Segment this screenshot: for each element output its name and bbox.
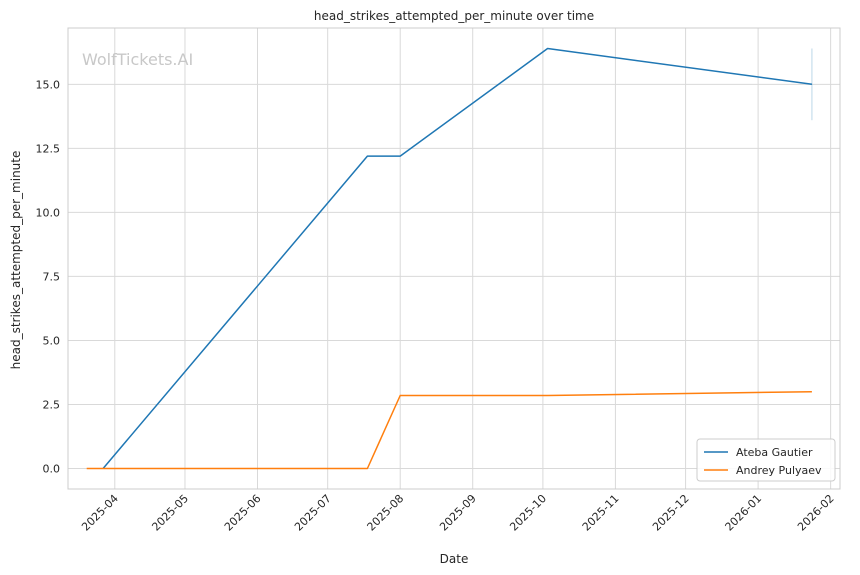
watermark: WolfTickets.AI	[82, 50, 193, 69]
y-tick-label: 7.5	[43, 270, 61, 283]
y-tick-label: 10.0	[36, 206, 61, 219]
y-tick-label: 5.0	[43, 334, 61, 347]
series-line-ateba-gautier	[102, 47, 813, 469]
series-group	[86, 47, 813, 470]
y-tick-label: 15.0	[36, 78, 61, 91]
y-axis-label: head_strikes_attempted_per_minute	[9, 151, 23, 370]
chart-title: head_strikes_attempted_per_minute over t…	[314, 9, 594, 23]
series-line-andrey-pulyaev	[86, 390, 812, 470]
x-axis-label: Date	[440, 552, 469, 566]
plot-frame	[67, 27, 841, 490]
legend-label-ateba-gautier: Ateba Gautier	[736, 446, 813, 459]
y-tick-label: 0.0	[43, 463, 61, 476]
grid	[68, 28, 840, 489]
plot-area	[68, 28, 840, 489]
legend-box	[696, 438, 836, 482]
y-tick-labels: 0.0 2.5 5.0 7.5 10.0 12.5 15.0	[36, 78, 61, 475]
legend-label-andrey-pulyaev: Andrey Pulyaev	[736, 464, 822, 477]
y-tick-label: 12.5	[36, 142, 61, 155]
legend: Ateba Gautier Andrey Pulyaev	[696, 438, 836, 482]
y-tick-label: 2.5	[43, 398, 61, 411]
